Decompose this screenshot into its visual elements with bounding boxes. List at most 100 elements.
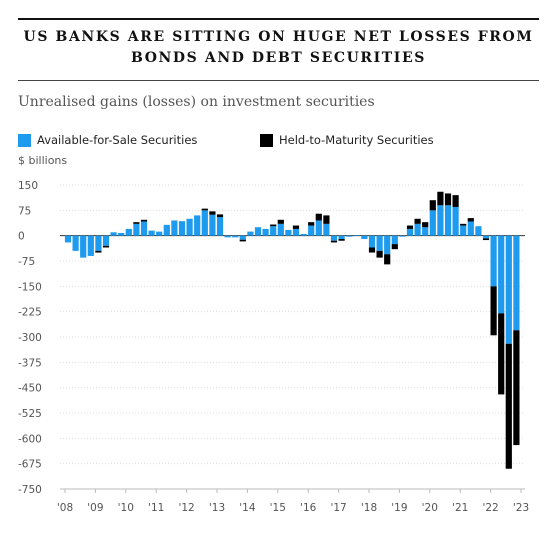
bar-htm bbox=[460, 223, 467, 226]
bar-htm bbox=[376, 250, 383, 258]
bar-afs bbox=[224, 235, 231, 238]
y-tick-label: -150 bbox=[18, 281, 42, 293]
bar-afs bbox=[361, 235, 368, 240]
x-tick-label: '09 bbox=[87, 502, 103, 514]
bar-afs bbox=[178, 221, 186, 236]
x-tick-label: '20 bbox=[422, 502, 438, 514]
bar-afs bbox=[110, 232, 117, 236]
y-tick-label: -750 bbox=[18, 484, 42, 496]
bar-afs bbox=[194, 215, 201, 236]
bar-afs bbox=[80, 235, 87, 258]
bar-htm bbox=[384, 254, 391, 265]
bar-htm bbox=[505, 343, 512, 469]
bar-htm bbox=[482, 238, 490, 241]
bar-afs bbox=[353, 234, 360, 236]
bar-afs bbox=[346, 235, 353, 237]
bar-afs bbox=[429, 210, 436, 236]
bar-afs bbox=[482, 235, 490, 239]
x-tick-label: '08 bbox=[57, 502, 73, 514]
bar-afs bbox=[444, 205, 452, 236]
bar-htm bbox=[368, 247, 376, 253]
bar-afs bbox=[467, 221, 474, 236]
chart-title-line-1: US BANKS ARE SITTING ON HUGE NET LOSSES … bbox=[23, 29, 534, 45]
bar-htm bbox=[513, 330, 520, 446]
bar-htm bbox=[422, 222, 429, 228]
bar-afs bbox=[254, 227, 262, 236]
legend: Available-for-Sale Securities Held-to-Ma… bbox=[18, 133, 539, 149]
bar-afs bbox=[125, 228, 132, 236]
bar-afs bbox=[513, 235, 520, 331]
bar-afs bbox=[277, 223, 284, 236]
y-axis-units: $ billions bbox=[18, 154, 68, 167]
x-tick-label: '12 bbox=[178, 502, 194, 514]
bar-htm bbox=[102, 245, 110, 248]
bar-afs bbox=[368, 235, 376, 248]
bar-afs bbox=[406, 228, 414, 236]
bar-afs bbox=[102, 235, 110, 246]
bar-htm bbox=[414, 218, 421, 224]
legend-label-htm: Held-to-Maturity Securities bbox=[279, 133, 434, 147]
y-tick-label: 150 bbox=[18, 180, 38, 192]
bar-afs bbox=[308, 225, 315, 236]
bar-afs bbox=[247, 231, 254, 236]
bar-htm bbox=[308, 222, 315, 226]
x-tick-label: '13 bbox=[209, 502, 225, 514]
bar-afs bbox=[391, 235, 398, 245]
x-tick-label: '21 bbox=[452, 502, 468, 514]
bar-htm bbox=[338, 239, 345, 241]
bar-afs bbox=[285, 229, 292, 236]
y-tick-label: -225 bbox=[18, 307, 42, 319]
legend-swatch-htm bbox=[260, 133, 273, 147]
bar-afs bbox=[148, 230, 155, 236]
bar-afs bbox=[95, 235, 102, 251]
y-tick-label: 75 bbox=[18, 205, 31, 217]
bar-afs bbox=[232, 235, 239, 238]
bar-afs bbox=[262, 228, 269, 236]
bar-htm bbox=[391, 244, 398, 250]
bar-afs bbox=[292, 228, 300, 236]
bar-htm bbox=[467, 218, 474, 222]
bar-htm bbox=[498, 313, 505, 395]
y-tick-label: -300 bbox=[18, 332, 42, 344]
bar-htm bbox=[277, 219, 284, 224]
bar-afs bbox=[156, 231, 163, 236]
bar-layer bbox=[64, 191, 520, 469]
bar-afs bbox=[171, 220, 178, 236]
y-tick-label: -600 bbox=[18, 433, 42, 445]
bar-afs bbox=[270, 226, 277, 236]
y-tick-label: -375 bbox=[18, 357, 42, 369]
bar-afs bbox=[118, 232, 125, 236]
legend-item-htm: Held-to-Maturity Securities bbox=[260, 133, 434, 147]
x-tick-label: '18 bbox=[361, 502, 377, 514]
x-tick-label: '10 bbox=[118, 502, 134, 514]
legend-label-afs: Available-for-Sale Securities bbox=[37, 133, 198, 147]
bar-htm bbox=[270, 224, 277, 227]
chart-subtitle: Unrealised gains (losses) on investment … bbox=[18, 94, 375, 110]
bar-afs bbox=[315, 220, 322, 236]
bar-afs bbox=[338, 235, 345, 240]
y-tick-label: -75 bbox=[18, 256, 35, 268]
bar-htm bbox=[95, 250, 102, 253]
legend-swatch-afs bbox=[18, 133, 31, 147]
x-tick-label: '22 bbox=[482, 502, 498, 514]
x-tick-label: '23 bbox=[513, 502, 529, 514]
bar-htm bbox=[330, 240, 338, 243]
bar-afs bbox=[422, 227, 429, 236]
bar-afs bbox=[140, 221, 148, 236]
bar-afs bbox=[201, 210, 208, 236]
top-rule bbox=[18, 18, 539, 20]
x-tick-label: '16 bbox=[300, 502, 317, 514]
bar-afs bbox=[376, 235, 383, 251]
y-tick-label: -675 bbox=[18, 459, 42, 471]
bar-afs bbox=[133, 223, 140, 236]
bar-afs bbox=[87, 235, 94, 256]
bar-afs bbox=[498, 235, 505, 314]
x-tick-label: '11 bbox=[148, 502, 164, 514]
x-tick-label: '17 bbox=[330, 502, 346, 514]
bar-afs bbox=[209, 214, 216, 236]
bar-htm bbox=[406, 225, 414, 229]
bar-htm bbox=[437, 191, 444, 206]
bar-htm bbox=[315, 213, 322, 221]
title-rule bbox=[18, 80, 539, 81]
bar-afs bbox=[330, 235, 338, 241]
